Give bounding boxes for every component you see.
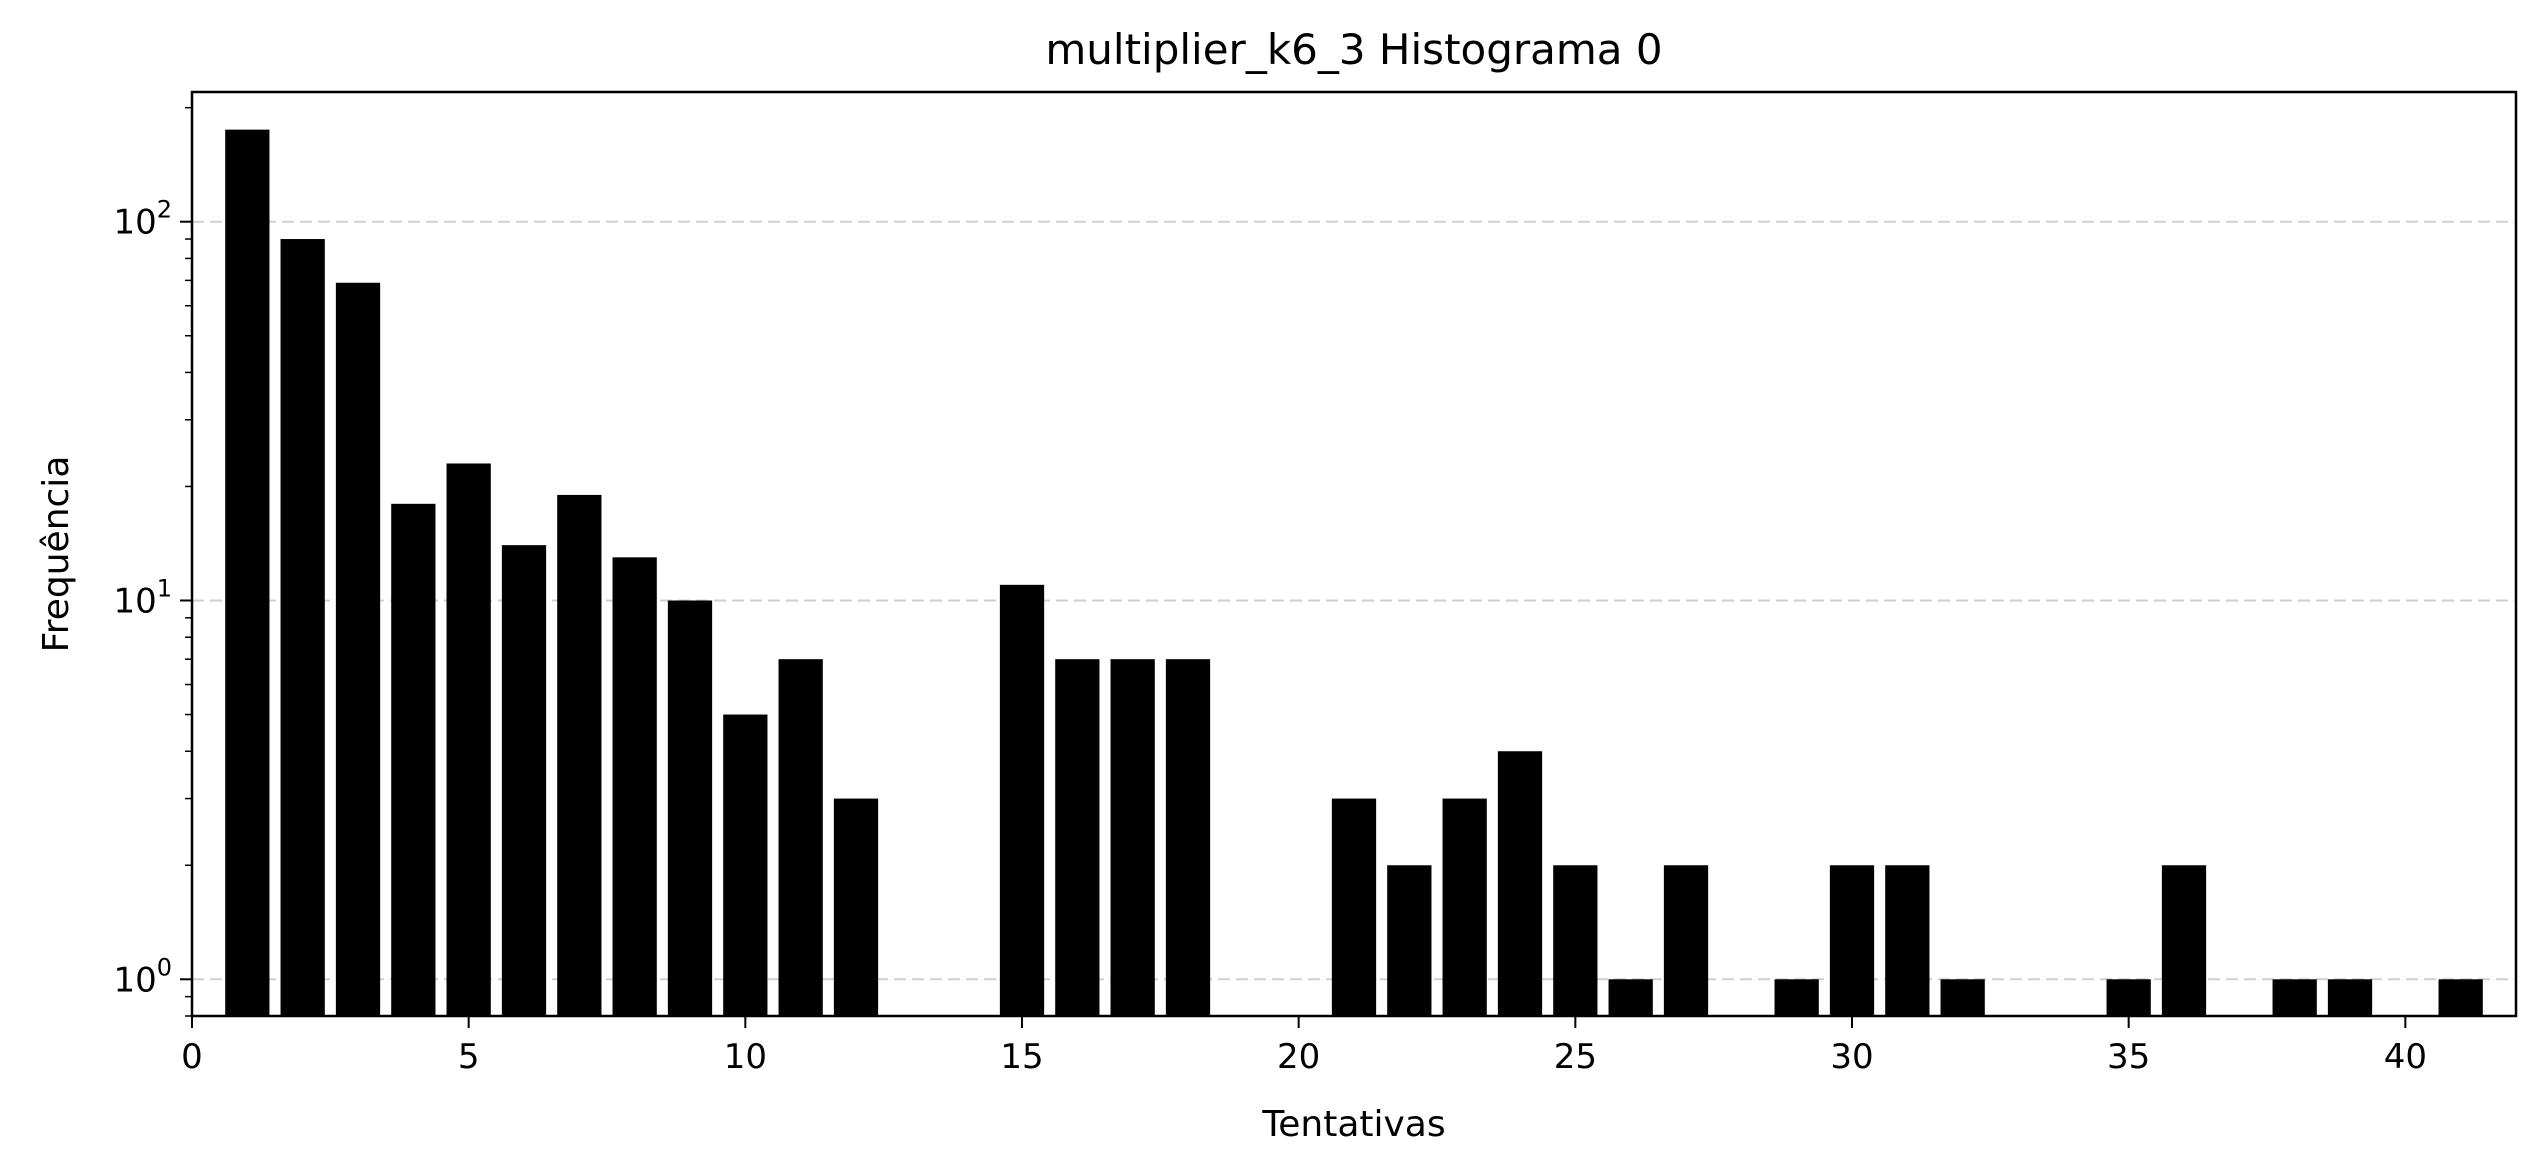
bar [1332,799,1376,1016]
bar [834,799,878,1016]
x-tick-label: 10 [724,1037,767,1077]
bar [1775,979,1819,1016]
bar [336,283,380,1016]
x-tick-label: 5 [458,1037,480,1077]
bar [1387,865,1431,1016]
y-axis-label: Frequência [36,456,77,653]
x-tick-label: 25 [1554,1037,1597,1077]
bar [1830,865,1874,1016]
bar [447,463,491,1016]
bar [225,130,269,1016]
bar [779,659,823,1016]
bar [1055,659,1099,1016]
x-tick-label: 40 [2384,1037,2427,1077]
bar [502,545,546,1016]
bar [1111,659,1155,1016]
bar [1609,979,1653,1016]
x-tick-label: 15 [1000,1037,1043,1077]
bar [391,504,435,1016]
bar [668,600,712,1016]
bar [557,495,601,1016]
bar [1000,585,1044,1016]
bar [1553,865,1597,1016]
bar [2439,979,2483,1016]
x-axis-label: Tentativas [1261,1104,1445,1145]
bar [2328,979,2372,1016]
bar [1443,799,1487,1016]
x-tick-label: 30 [1830,1037,1873,1077]
bar [613,557,657,1016]
bar [723,715,767,1016]
bar [2273,979,2317,1016]
x-tick-label: 35 [2107,1037,2150,1077]
bar [281,239,325,1016]
bar [1941,979,1985,1016]
x-tick-label: 20 [1277,1037,1320,1077]
bar [1498,751,1542,1016]
bar [1664,865,1708,1016]
bar [1166,659,1210,1016]
bar [2107,979,2151,1016]
x-tick-label: 0 [181,1037,203,1077]
bar [1885,865,1929,1016]
chart-title: multiplier_k6_3 Histograma 0 [1045,25,1662,74]
bar [2162,865,2206,1016]
